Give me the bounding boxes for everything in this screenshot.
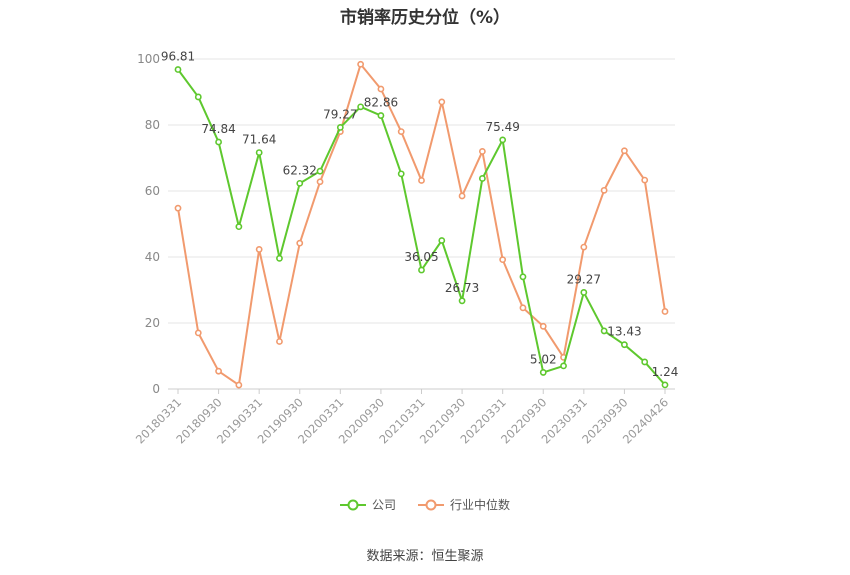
data-point-company	[276, 254, 283, 262]
series-line-industry-median	[177, 63, 666, 387]
y-tick-label: 40	[145, 250, 160, 264]
data-point-company	[641, 358, 649, 366]
x-axis-ticks: 2018033120180930201903312019093020200331…	[133, 389, 671, 447]
data-label: 75.49	[485, 120, 519, 134]
data-point-company	[255, 149, 263, 156]
data-point-company	[418, 266, 425, 274]
data-point-industry-median	[377, 85, 385, 93]
data-point-company	[499, 136, 507, 144]
data-label: 1.24	[652, 365, 679, 379]
data-point-company	[580, 289, 588, 296]
data-point-industry-median	[418, 177, 425, 184]
data-label: 29.27	[567, 272, 601, 286]
data-point-industry-median	[499, 256, 507, 264]
y-tick-label: 20	[145, 316, 160, 330]
data-point-company	[336, 124, 344, 131]
data-point-company	[194, 93, 202, 101]
data-point-company	[235, 223, 243, 231]
data-point-industry-median	[661, 308, 669, 315]
data-point-industry-median	[478, 147, 486, 155]
data-point-company	[296, 179, 304, 187]
legend-label-industry-median: 行业中位数	[450, 498, 511, 512]
data-point-industry-median	[641, 176, 649, 184]
data-point-industry-median	[621, 147, 628, 155]
data-point-company	[438, 237, 446, 244]
data-point-company	[539, 369, 547, 376]
data-point-company	[621, 341, 628, 349]
y-tick-label: 0	[152, 382, 160, 396]
data-point-industry-median	[539, 322, 547, 330]
gridlines	[168, 58, 675, 324]
data-point-company	[397, 170, 405, 178]
series-layer	[174, 60, 669, 389]
legend-marker-industry-median	[418, 499, 444, 510]
data-point-company	[377, 112, 385, 119]
data-label: 74.84	[201, 122, 235, 136]
data-point-company	[519, 273, 527, 281]
data-point-industry-median	[316, 178, 324, 186]
data-point-company	[560, 362, 567, 370]
data-point-industry-median	[174, 204, 182, 212]
data-labels: 96.81 74.84 71.64 62.32 79.27 82.86 36.05 26.73…	[161, 50, 679, 379]
data-label: 36.05	[404, 250, 438, 264]
data-label: 71.64	[242, 133, 276, 147]
data-point-industry-median	[438, 98, 446, 106]
data-point-industry-median	[580, 243, 588, 251]
data-label: 26.73	[445, 281, 479, 295]
data-point-industry-median	[600, 186, 608, 194]
data-point-company	[661, 381, 669, 389]
data-point-company	[357, 103, 365, 111]
data-point-industry-median	[194, 329, 202, 337]
data-point-company	[478, 175, 486, 182]
legend-marker-company	[339, 499, 366, 510]
y-tick-label: 80	[145, 118, 160, 132]
data-point-company	[174, 66, 182, 73]
legend: 公司 行业中位数	[0, 496, 850, 513]
data-point-industry-median	[519, 304, 527, 312]
data-source: 数据来源：恒生聚源	[366, 549, 484, 564]
data-label: 5.02	[530, 352, 557, 366]
y-tick-label: 100	[137, 52, 160, 66]
data-label: 82.86	[364, 96, 398, 110]
data-point-industry-median	[397, 128, 405, 135]
data-label: 13.43	[607, 325, 641, 339]
data-point-company	[458, 297, 466, 305]
data-point-industry-median	[276, 338, 283, 345]
data-label: 62.32	[283, 163, 317, 177]
y-axis-ticks: 0 20 40 60 80 100	[137, 52, 160, 396]
data-point-industry-median	[215, 367, 222, 375]
data-point-company	[600, 327, 608, 335]
data-point-company	[215, 138, 222, 146]
data-point-industry-median	[357, 60, 365, 68]
legend-item-industry-median[interactable]: 行业中位数	[418, 496, 510, 513]
y-tick-label: 60	[145, 184, 160, 198]
data-label: 79.27	[323, 107, 357, 121]
data-point-industry-median	[255, 246, 263, 253]
chart-title: 市销率历史分位（%）	[339, 8, 511, 28]
data-point-industry-median	[235, 381, 243, 389]
data-point-industry-median	[458, 192, 466, 200]
data-label: 96.81	[161, 50, 195, 64]
legend-item-company[interactable]: 公司	[339, 496, 396, 513]
legend-label-company: 公司	[371, 498, 396, 512]
data-point-industry-median	[296, 239, 304, 247]
data-point-company	[316, 167, 324, 175]
